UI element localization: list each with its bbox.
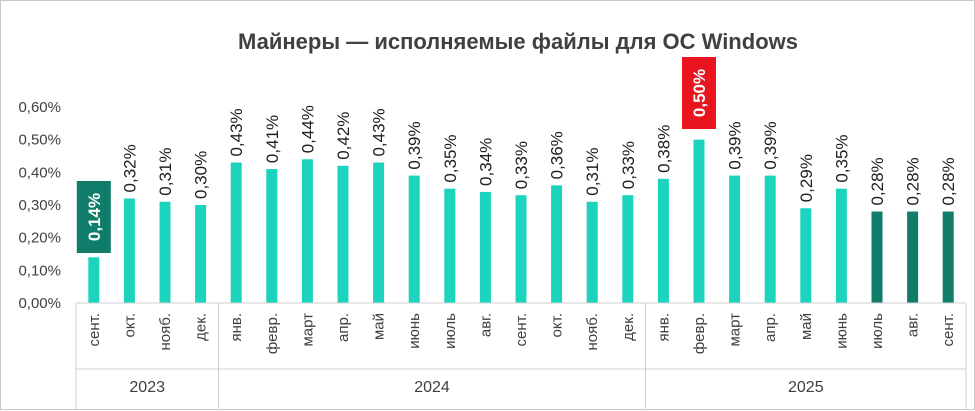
data-label: 0,36%: [548, 131, 567, 179]
data-label: 0,33%: [619, 141, 638, 189]
x-tick-label: авг.: [477, 313, 494, 337]
bar: [800, 208, 812, 303]
data-label: 0,41%: [263, 115, 282, 163]
bar: [942, 211, 954, 303]
x-tick-label: сент.: [86, 313, 103, 347]
year-label: 2023: [129, 379, 165, 396]
x-tick-label: окт.: [121, 313, 138, 337]
bar: [159, 201, 171, 303]
bars-group: [88, 139, 954, 303]
chart-title: Майнеры — исполняемые файлы для ОС Windo…: [238, 29, 798, 54]
data-label: 0,39%: [761, 121, 780, 169]
x-axis: сент. окт. нояб. дек. янв. февр. март апр. май ию…: [75, 302, 967, 409]
data-label: 0,39%: [405, 121, 424, 169]
data-label: 0,28%: [904, 157, 923, 205]
x-tick-label: июль: [869, 313, 886, 349]
data-label: 0,43%: [370, 108, 389, 156]
bar: [515, 195, 527, 303]
data-label: 0,39%: [726, 121, 745, 169]
x-tick-label: сент.: [513, 313, 530, 347]
bar: [301, 159, 313, 303]
data-label: 0,28%: [868, 157, 887, 205]
y-tick-label: 0,00%: [18, 295, 61, 312]
x-tick-label: май: [371, 313, 388, 340]
y-axis: 0,00% 0,10% 0,20% 0,30% 0,40% 0,50% 0,60%: [18, 99, 61, 312]
x-tick-label: март: [299, 313, 316, 347]
bar: [835, 188, 847, 303]
x-tick-label: окт.: [549, 313, 566, 337]
bar: [373, 162, 385, 303]
data-label: 0,30%: [192, 151, 211, 199]
y-tick-label: 0,50%: [18, 132, 61, 149]
data-label: 0,28%: [939, 157, 958, 205]
x-tick-label: нояб.: [157, 313, 174, 351]
x-tick-label: июнь: [406, 313, 423, 349]
x-tick-label: янв.: [655, 313, 672, 342]
data-label: 0,35%: [441, 134, 460, 182]
bar: [729, 175, 741, 303]
bar: [657, 178, 669, 303]
year-label: 2024: [414, 379, 450, 396]
data-label: 0,33%: [512, 141, 531, 189]
bar: [444, 188, 456, 303]
x-tick-label: февр.: [264, 313, 281, 354]
max-label-box: [682, 57, 716, 129]
bar: [88, 257, 100, 303]
bar: [693, 139, 705, 303]
data-label: 0,35%: [832, 134, 851, 182]
data-label: 0,44%: [298, 105, 317, 153]
x-tick-label: февр.: [691, 313, 708, 354]
bar: [266, 169, 278, 303]
data-label: 0,43%: [227, 108, 246, 156]
bar: [586, 201, 598, 303]
x-tick-label: июнь: [833, 313, 850, 349]
bar: [551, 185, 563, 303]
x-tick-label: март: [727, 313, 744, 347]
x-tick-label: май: [798, 313, 815, 340]
x-tick-label: дек.: [620, 313, 637, 341]
x-tick-label: дек.: [193, 313, 210, 341]
min-data-label: 0,14%: [85, 193, 104, 241]
data-label: 0,29%: [797, 154, 816, 202]
y-tick-label: 0,20%: [18, 230, 61, 247]
max-data-label: 0,50%: [690, 69, 709, 117]
data-label: 0,31%: [583, 148, 602, 196]
data-labels-group: 0,14% 0,32% 0,31% 0,30% 0,43% 0,41% 0,44% 0,42%…: [76, 57, 958, 253]
x-tick-label: янв.: [228, 313, 245, 342]
data-label: 0,42%: [334, 112, 353, 160]
x-tick-label: нояб.: [584, 313, 601, 351]
bar: [622, 195, 634, 303]
bar: [479, 191, 491, 303]
bar: [871, 211, 883, 303]
y-tick-label: 0,30%: [18, 197, 61, 214]
min-label-box: [76, 181, 111, 253]
bar: [408, 175, 420, 303]
y-tick-label: 0,10%: [18, 262, 61, 279]
year-label: 2025: [788, 379, 824, 396]
y-tick-label: 0,60%: [18, 99, 61, 116]
x-tick-label: апр.: [335, 313, 352, 342]
x-tick-label: июль: [442, 313, 459, 349]
x-tick-label: авг.: [905, 313, 922, 337]
data-label: 0,32%: [120, 144, 139, 192]
x-tick-label: сент.: [940, 313, 957, 347]
bar: [123, 198, 135, 303]
bar: [764, 175, 776, 303]
bar: [337, 165, 349, 303]
data-label: 0,31%: [156, 148, 175, 196]
bar: [907, 211, 919, 303]
y-tick-label: 0,40%: [18, 164, 61, 181]
data-label: 0,34%: [476, 138, 495, 186]
bar: [230, 162, 242, 303]
data-label: 0,38%: [654, 125, 673, 173]
bar: [195, 205, 207, 303]
x-tick-label: апр.: [762, 313, 779, 342]
